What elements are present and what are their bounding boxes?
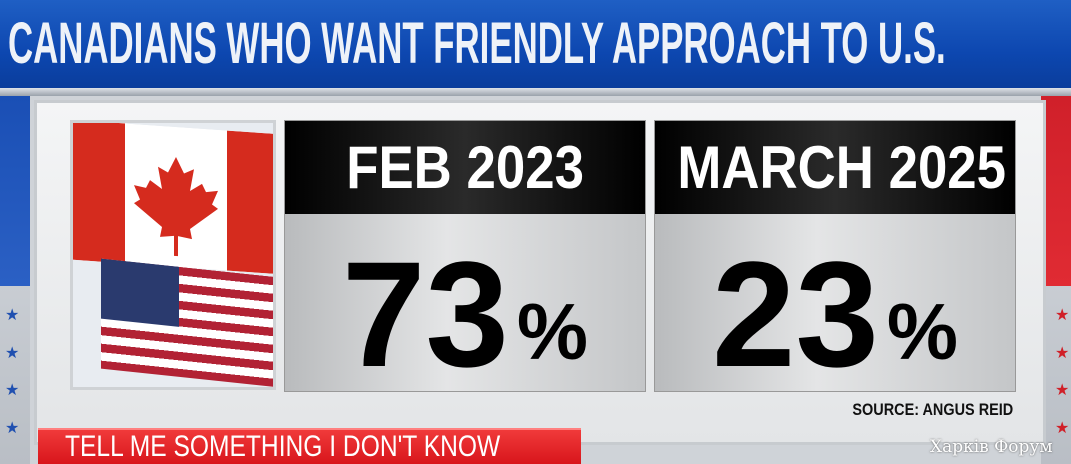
source-label: SOURCE: ANGUS REID [852, 400, 1013, 419]
star-icon: ★ [5, 345, 20, 362]
lower-third-text: TELL ME SOMETHING I DON'T KNOW [65, 430, 501, 463]
canada-flag-icon [73, 123, 273, 275]
card-label: MARCH 2025 [677, 134, 1007, 201]
star-icon: ★ [1055, 307, 1070, 324]
divider [0, 88, 1071, 96]
us-flag-icon [101, 258, 273, 387]
left-decoration: ★ ★ ★ ★ [0, 96, 30, 464]
card-value: 73% [342, 230, 588, 392]
star-icon: ★ [5, 382, 20, 399]
stat-card-march-2025: MARCH 2025 23% [654, 120, 1016, 392]
flags-image [70, 120, 276, 390]
card-value: 23% [712, 230, 958, 392]
star-icon: ★ [5, 307, 20, 324]
watermark: Харків Форум [930, 437, 1053, 457]
star-icon: ★ [5, 420, 20, 437]
page-title: CANADIANS WHO WANT FRIENDLY APPROACH TO … [8, 11, 946, 76]
right-decoration: ★ ★ ★ ★ [1041, 96, 1071, 464]
card-label: FEB 2023 [346, 134, 584, 201]
star-icon: ★ [1055, 420, 1070, 437]
star-icon: ★ [1055, 382, 1070, 399]
header-banner: CANADIANS WHO WANT FRIENDLY APPROACH TO … [0, 0, 1071, 88]
lower-third-banner: TELL ME SOMETHING I DON'T KNOW [38, 428, 581, 464]
star-icon: ★ [1055, 345, 1070, 362]
stat-card-feb-2023: FEB 2023 73% [284, 120, 646, 392]
